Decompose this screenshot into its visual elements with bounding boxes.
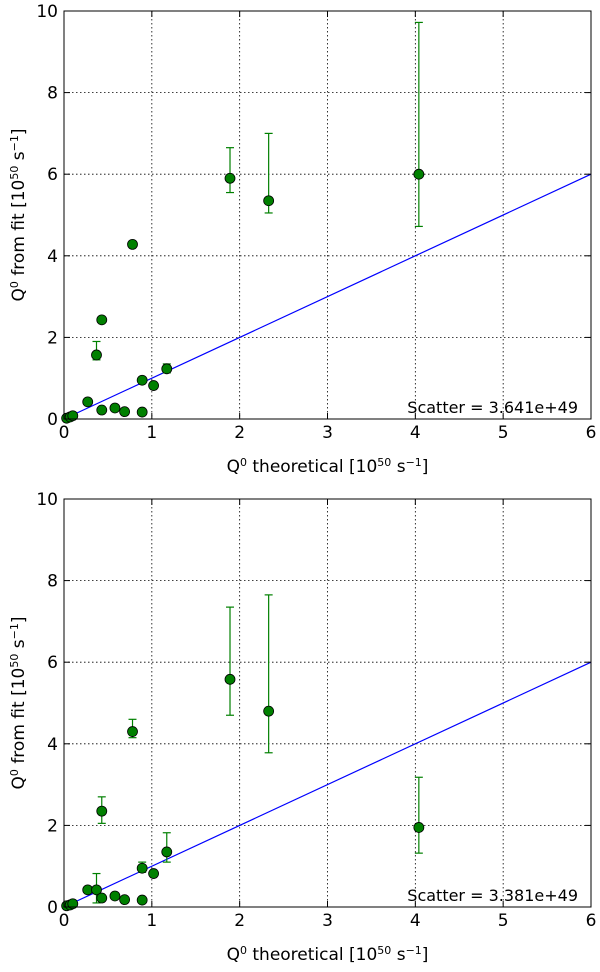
x-tick-label: 6 [586,423,597,443]
x-tick-label: 0 [59,911,70,931]
error-bar [414,21,423,228]
x-axis-label: Q0 theoretical [1050 s−1] [227,944,429,966]
x-tick-label: 0 [59,423,70,443]
y-tick-label: 6 [47,165,58,185]
data-point [127,726,138,737]
chart-bottom: 0 1 2 3 4 5 6 0 2 4 6 8 10 Q0 theoretical [1050 s−1] Q… [8,490,597,966]
data-point [91,349,102,361]
y-axis-label: Q0 from fit [1050 s−1] [8,617,30,790]
y-axis-label: Q0 from fit [1050 s−1] [8,129,30,302]
data-point [148,868,159,879]
data-point [119,406,131,418]
data-point [224,172,236,184]
x-tick-label: 3 [322,911,333,931]
x-tick-label: 2 [234,911,245,931]
data-point [136,894,148,906]
data-point [136,406,148,418]
x-tick-label: 2 [234,423,245,443]
data-point [413,822,425,833]
y-tick-label: 2 [47,816,58,836]
data-point [96,805,108,817]
data-point [263,195,275,207]
data-point [263,705,275,717]
y-tick-label: 4 [47,735,58,755]
x-tick-label: 3 [322,423,333,443]
data-point [136,862,148,874]
y-tick-label: 6 [47,653,58,673]
x-tick-label: 6 [586,911,597,931]
x-tick-label: 5 [498,911,509,931]
x-tick-label: 1 [146,911,157,931]
y-tick-label: 10 [36,2,58,22]
x-tick-label: 4 [410,911,421,931]
y-tick-label: 2 [47,328,58,348]
y-tick-label: 4 [47,247,58,267]
error-bar [264,594,273,754]
data-point [96,314,108,326]
y-tick-label: 0 [47,410,58,430]
data-point [119,894,131,906]
x-tick-label: 1 [146,423,157,443]
x-axis-label: Q0 theoretical [1050 s−1] [227,456,429,478]
error-bar [414,776,423,854]
data-point [67,410,79,422]
reference-line [63,661,592,908]
y-tick-label: 0 [47,898,58,918]
x-tick-label: 5 [498,423,509,443]
data-point [91,884,102,896]
y-tick-label: 10 [36,490,58,510]
data-point [127,238,138,250]
data-point [148,380,159,391]
error-bar [226,147,235,194]
data-point [109,402,121,414]
data-point [96,892,108,904]
x-tick-label: 4 [410,423,421,443]
data-point [413,168,425,180]
data-point [82,396,94,408]
reference-line [63,173,592,420]
grid [64,11,591,419]
data-point [67,898,79,910]
data-point [109,890,121,902]
data-point [136,374,148,386]
data-point [96,404,108,416]
data-point [161,846,173,858]
data-point [161,363,173,375]
scatter-annotation: Scatter = 3.381e+49 [407,886,578,905]
scatter-annotation: Scatter = 3.641e+49 [407,398,578,417]
chart-top: 0 1 2 3 4 5 6 0 2 4 6 8 10 Q0 theoretical [1050 s−1] Q… [8,2,597,478]
y-tick-label: 8 [47,572,58,592]
data-point [224,673,236,685]
grid [64,499,591,907]
y-tick-label: 8 [47,84,58,104]
error-bar [226,606,235,716]
